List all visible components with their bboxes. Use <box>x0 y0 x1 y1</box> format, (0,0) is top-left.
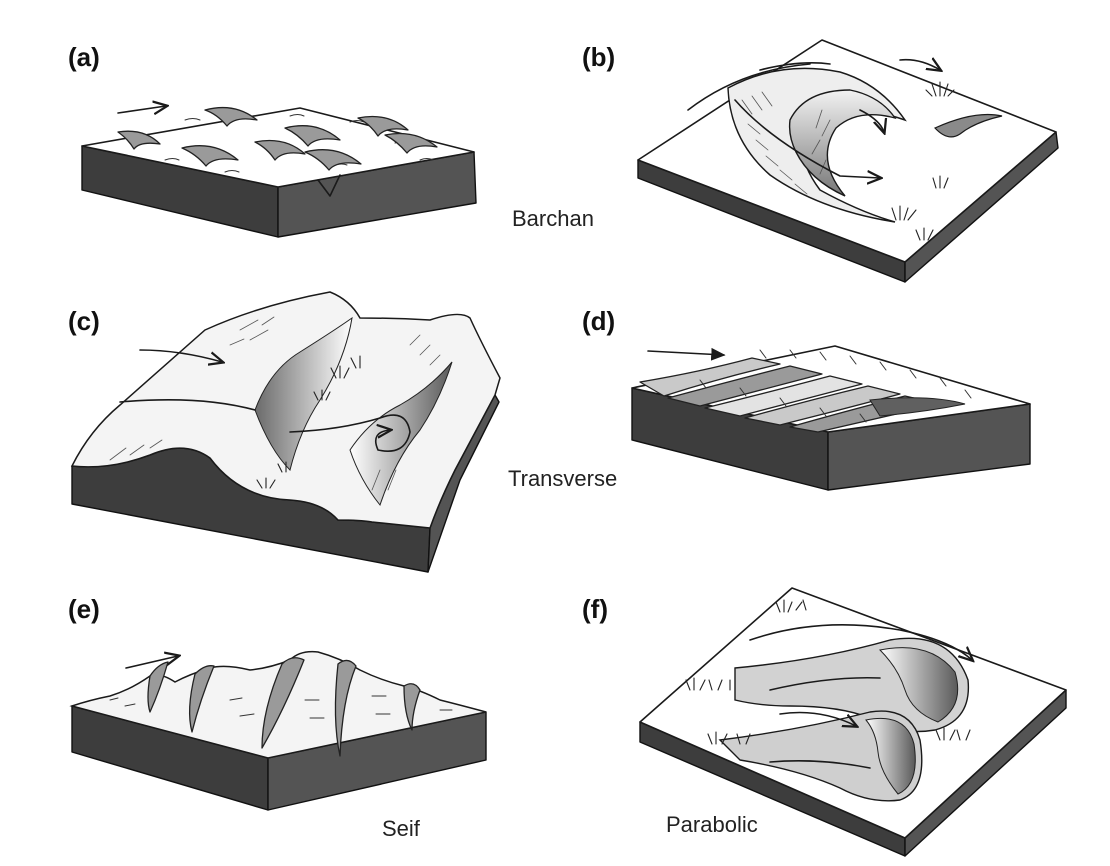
panel-b: (b) Barchan <box>512 39 1059 283</box>
vegetation-b <box>891 81 955 241</box>
vegetation-c <box>256 355 361 489</box>
wind-arrow-a <box>117 106 166 113</box>
wind-arrow-e <box>125 656 178 669</box>
parabolic-dunes-f <box>718 624 972 802</box>
panel-a: (a) <box>68 42 477 238</box>
block-e <box>69 650 487 811</box>
vegetation-f <box>685 599 971 745</box>
panel-e: (e) Seif <box>68 594 487 841</box>
wind-arrow-d <box>647 347 726 361</box>
panel-label-e: (e) <box>68 594 100 624</box>
panel-label-b: (b) <box>582 42 615 72</box>
panel-label-c: (c) <box>68 306 100 336</box>
panel-c: (c) Transverse <box>68 291 617 573</box>
panel-label-f: (f) <box>582 594 608 624</box>
dune-label-parabolic: Parabolic <box>666 812 758 837</box>
panel-label-a: (a) <box>68 42 100 72</box>
block-c <box>70 291 501 573</box>
barchan-dune-b <box>687 60 1003 223</box>
dune-label-transverse: Transverse <box>508 466 617 491</box>
dune-label-barchan: Barchan <box>512 206 594 231</box>
block-d <box>631 345 1031 491</box>
panel-label-d: (d) <box>582 306 615 336</box>
dune-label-seif: Seif <box>382 816 421 841</box>
block-a <box>81 107 477 238</box>
panel-f: (f) Parabolic <box>582 587 1067 857</box>
panel-d: (d) <box>582 306 1031 491</box>
barchan-dunes-a <box>117 106 438 171</box>
